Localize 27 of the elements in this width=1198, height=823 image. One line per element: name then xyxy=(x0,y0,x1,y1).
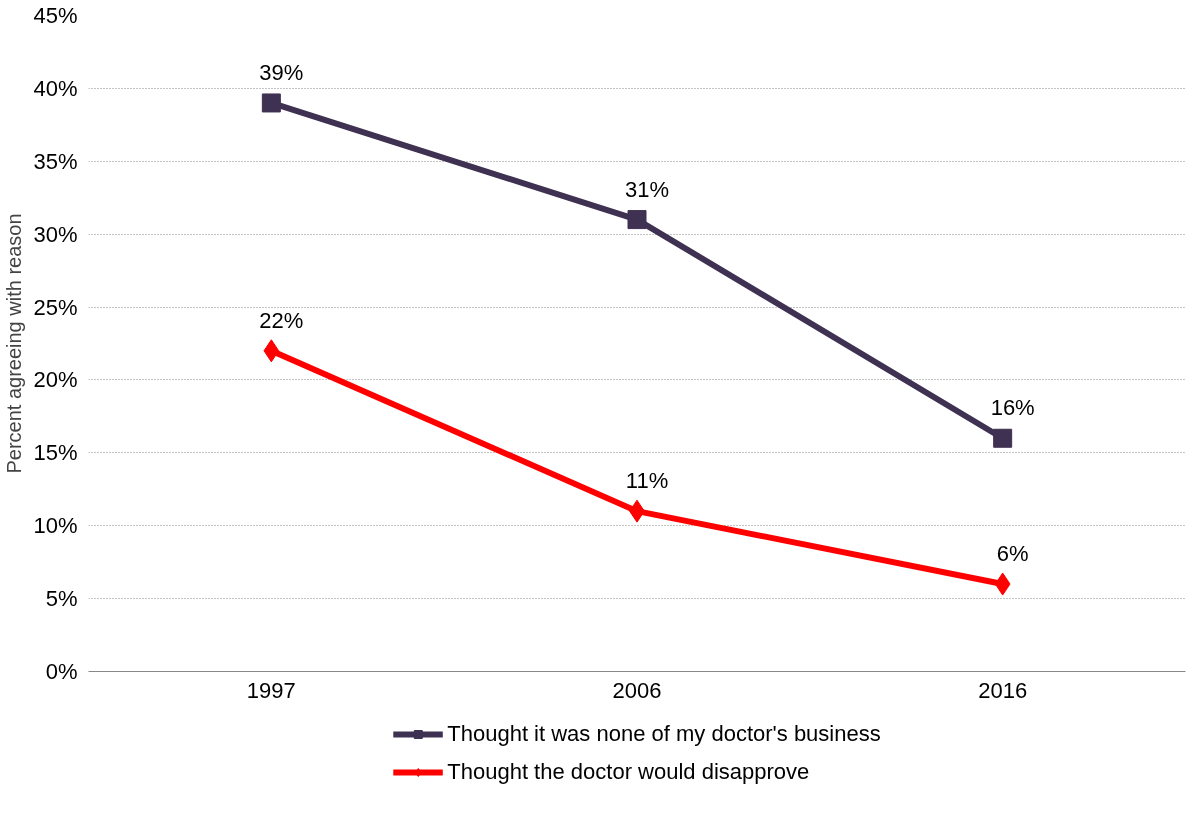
x-tick-label: 2016 xyxy=(978,677,1028,703)
legend-label: Thought the doctor would disapprove xyxy=(447,758,810,785)
data-label: 22% xyxy=(259,307,304,333)
data-label: 31% xyxy=(624,176,670,202)
data-label: 39% xyxy=(259,59,304,85)
x-tick-label: 2006 xyxy=(612,677,662,703)
y-tick-label: 35% xyxy=(33,148,78,174)
data-label: 11% xyxy=(625,468,669,494)
y-axis-title: Percent agreeing with reason xyxy=(3,213,26,474)
y-tick-label: 45% xyxy=(33,3,78,28)
y-tick-label: 10% xyxy=(33,513,78,539)
y-tick-label: 15% xyxy=(33,440,78,466)
y-tick-label: 30% xyxy=(33,221,78,247)
point xyxy=(261,93,281,113)
data-label: 6% xyxy=(996,541,1029,567)
y-tick-label: 20% xyxy=(33,367,78,393)
y-tick-label: 0% xyxy=(45,659,78,684)
x-tick-label: 1997 xyxy=(246,677,296,703)
legend-label: Thought it was none of my doctor's business xyxy=(447,720,881,747)
point xyxy=(627,210,647,230)
y-tick-label: 40% xyxy=(33,75,78,101)
y-tick-label: 25% xyxy=(33,294,78,320)
y-tick-label: 5% xyxy=(45,586,78,612)
point xyxy=(263,339,280,363)
point xyxy=(994,572,1011,596)
point xyxy=(993,428,1013,448)
data-label: 16% xyxy=(990,395,1035,421)
